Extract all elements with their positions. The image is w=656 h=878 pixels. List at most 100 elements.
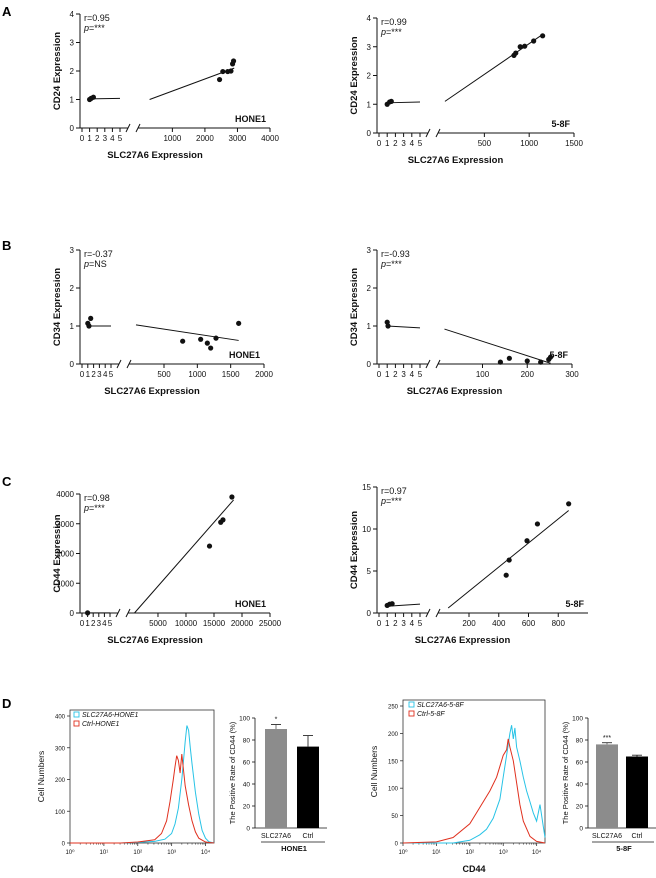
stat-p-symbol: p — [380, 27, 386, 37]
stat-r: r=-0.37 — [84, 249, 113, 259]
data-point — [236, 320, 242, 326]
stat-p-symbol: p — [83, 503, 89, 513]
x-tick-label: 100 — [476, 370, 490, 379]
data-point — [206, 543, 213, 549]
cell-line-tag: HONE1 — [235, 114, 266, 124]
y-tick-label: 3000 — [56, 520, 74, 529]
y-tick-label: 4000 — [56, 490, 74, 499]
stat-p: p=*** — [83, 23, 105, 33]
legend-swatch — [73, 711, 80, 718]
x-tick-label: 4 — [102, 619, 107, 628]
x-tick-label: 2 — [393, 370, 398, 379]
x-tick-label: 1000 — [163, 134, 181, 143]
significance-marker: *** — [603, 735, 611, 742]
legend-label: Ctrl-5-8F — [417, 711, 445, 718]
x-tick-label: 10⁰ — [398, 849, 408, 856]
y-tick-label: 0 — [70, 124, 75, 133]
y-tick-label: 4 — [70, 10, 75, 19]
fit-line-low — [387, 325, 421, 329]
fit-line-high — [444, 33, 544, 102]
stat-r: r=0.99 — [381, 17, 407, 27]
x-axis-title: SLC27A6 Expression — [408, 155, 504, 166]
data-point — [524, 358, 530, 364]
data-point — [198, 336, 204, 342]
y-tick-label: 0 — [246, 826, 250, 833]
legend-label: SLC27A6-5-8F — [417, 702, 464, 709]
x-tick-label: 4 — [410, 619, 415, 628]
x-tick-label: 200 — [462, 619, 476, 628]
fit-line-high — [149, 67, 235, 100]
data-point — [517, 44, 523, 50]
axis-break-mark — [116, 359, 122, 369]
y-tick-label: 0 — [579, 826, 583, 833]
y-tick-label: 400 — [55, 715, 66, 721]
y-tick-label: 4 — [367, 14, 372, 23]
x-tick-label: 1000 — [188, 370, 206, 379]
x-tick-label: 0 — [80, 370, 85, 379]
category-label: Ctrl — [303, 833, 314, 840]
stat-p-value: =*** — [386, 259, 402, 269]
data-point — [538, 359, 544, 365]
stat-p: p=*** — [380, 496, 402, 506]
x-tick-label: 5000 — [149, 619, 167, 628]
x-tick-label: 10² — [465, 850, 474, 856]
y-tick-label: 150 — [388, 759, 399, 765]
stat-p-value: =*** — [89, 503, 105, 513]
y-tick-label: 20 — [243, 804, 251, 811]
x-tick-label: 800 — [552, 619, 566, 628]
axis-break-mark — [135, 123, 141, 133]
legend-swatch — [73, 720, 80, 727]
x-tick-label: 15000 — [203, 619, 226, 628]
y-tick-label: 2 — [367, 72, 372, 81]
x-tick-label: 5 — [418, 139, 423, 148]
x-tick-label: 10² — [133, 850, 142, 856]
y-tick-label: 100 — [572, 716, 583, 723]
y-tick-label: 0 — [70, 360, 75, 369]
y-tick-label: 3 — [70, 246, 75, 255]
y-axis-title: CD44 Expression — [349, 511, 360, 589]
y-tick-label: 0 — [367, 609, 372, 618]
y-axis-title: The Positive Rate of CD44 (%) — [561, 721, 570, 824]
y-tick-label: 0 — [367, 129, 372, 138]
y-tick-label: 2 — [367, 284, 372, 293]
x-tick-label: 600 — [522, 619, 536, 628]
legend-label: SLC27A6-HONE1 — [82, 712, 139, 719]
y-tick-label: 50 — [391, 814, 398, 820]
x-tick-label: 4 — [410, 139, 415, 148]
stat-p-value: =NS — [89, 259, 107, 269]
y-tick-label: 15 — [362, 483, 371, 492]
data-point — [216, 76, 223, 83]
x-tick-label: 2 — [95, 134, 100, 143]
x-tick-label: 3 — [97, 370, 102, 379]
fit-line-high — [134, 499, 234, 614]
x-axis-title: CD44 — [130, 864, 153, 874]
x-tick-label: 3 — [97, 619, 102, 628]
x-tick-label: 10000 — [175, 619, 198, 628]
data-point — [531, 38, 537, 44]
histogram-curve-control — [70, 754, 215, 844]
data-point — [385, 323, 391, 329]
data-point — [389, 601, 395, 607]
x-tick-label: 500 — [478, 139, 492, 148]
data-point — [220, 517, 226, 523]
stat-p: p=NS — [83, 259, 107, 269]
y-tick-label: 80 — [576, 738, 584, 745]
data-point — [506, 355, 512, 361]
y-tick-label: 2000 — [56, 550, 74, 559]
y-tick-label: 40 — [576, 782, 584, 789]
axis-break-mark — [435, 128, 441, 138]
x-tick-label: 2 — [91, 619, 96, 628]
y-tick-label: 0 — [395, 842, 399, 848]
cell-line-tag: 5-8F — [551, 119, 570, 129]
axis-break-mark — [435, 359, 441, 369]
y-tick-label: 0 — [70, 609, 75, 618]
x-tick-label: 1500 — [222, 370, 240, 379]
histogram-curve-control — [402, 738, 546, 844]
stat-p-value: =*** — [89, 23, 105, 33]
y-tick-label: 1 — [367, 322, 372, 331]
